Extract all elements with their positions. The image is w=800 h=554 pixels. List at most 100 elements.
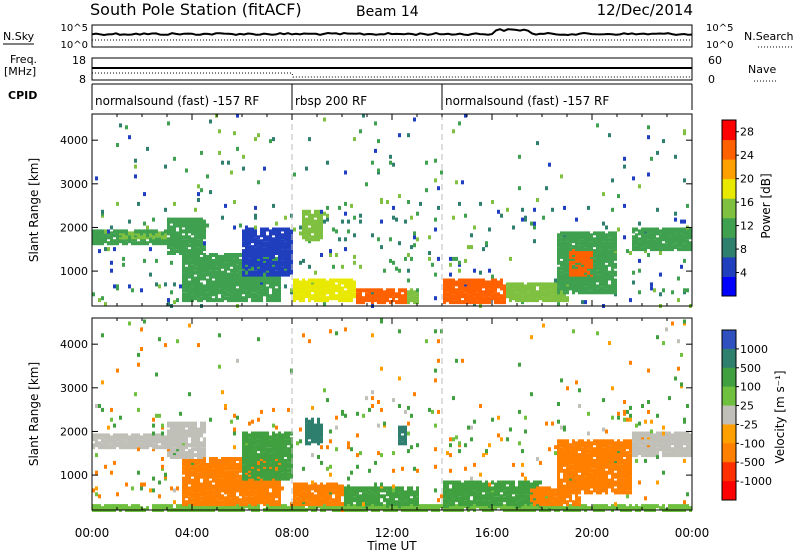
heatmap-cell [248,421,251,426]
heatmap-cell [389,160,392,165]
heatmap-cell [488,288,491,293]
heatmap-cell [689,227,692,232]
heatmap-cell [224,457,227,461]
heatmap-cell [254,494,257,499]
heatmap-cell [407,133,410,138]
heatmap-cell [533,221,536,226]
heatmap-cell [167,121,170,126]
heatmap-cell [605,225,608,230]
heatmap-cell [461,300,464,305]
heatmap-cell [299,498,302,503]
heatmap-cell [176,339,179,344]
heatmap-cell [173,488,176,493]
heatmap-cell [107,241,110,246]
heatmap-cell [173,421,176,426]
heatmap-cell [113,439,116,444]
heatmap-cell [326,488,329,493]
heatmap-cell [173,282,176,287]
freq-left-tick-top: 18 [72,54,86,67]
heatmap-cell [395,217,398,222]
heatmap-cell [557,233,560,238]
heatmap-cell [533,225,536,230]
heatmap-cell [617,194,620,199]
heatmap-cell [152,488,155,493]
heatmap-cell [167,298,170,303]
heatmap-cell [131,288,134,293]
heatmap-cell [218,458,221,463]
heatmap-cell [455,256,458,261]
heatmap-cell [536,298,539,303]
heatmap-cell [185,168,188,173]
heatmap-cell [341,492,344,497]
heatmap-cell [230,170,233,175]
heatmap-cell [611,284,614,289]
heatmap-cell [227,488,230,493]
heatmap-cell [95,433,98,438]
heatmap-cell [431,262,434,267]
heatmap-cell [182,488,185,493]
heatmap-cell [359,494,362,499]
heatmap-cell [383,421,386,426]
heatmap-cell [626,249,629,254]
heatmap-cell [188,235,191,240]
heatmap-cell [191,492,194,497]
heatmap-cell [371,390,374,395]
heatmap-cell [245,482,248,487]
heatmap-cell [320,209,323,214]
heatmap-cell [314,209,317,214]
nsky-panel: N.Sky 10^5 10^0 10^5 10^0 N.Search [3,23,794,51]
heatmap-cell [272,488,275,493]
heatmap-cell [272,431,275,436]
heatmap-cell [608,241,611,246]
heatmap-cell [581,231,584,236]
heatmap-cell [395,300,398,305]
heatmap-cell [356,453,359,458]
heatmap-cell [233,131,236,136]
heatmap-cell [638,258,641,263]
heatmap-cell [191,229,194,234]
heatmap-cell [185,451,188,456]
heatmap-cell [122,262,125,267]
heatmap-cell [590,233,593,238]
heatmap-cell [221,160,224,165]
heatmap-cell [269,253,272,257]
heatmap-cell [386,498,389,503]
heatmap-cell [110,268,113,273]
heatmap-cell [257,180,260,185]
freq-right-tick-top: 60 [708,54,722,67]
heatmap-cell [269,484,272,489]
heatmap-cell [632,239,635,244]
heatmap-cell [563,251,566,255]
heatmap-cell [110,225,113,230]
heatmap-cell [140,347,143,351]
heatmap-cell [293,227,296,232]
heatmap-cell [656,227,659,232]
heatmap-cell [344,282,347,287]
heatmap-cell [269,262,272,267]
heatmap-cell [218,254,221,259]
heatmap-cell [284,254,287,259]
heatmap-cell [104,433,107,438]
heatmap-cell [164,435,167,440]
heatmap-cell [152,431,155,436]
nsky-label: N.Sky [3,30,35,43]
heatmap-cell [365,292,368,297]
heatmap-cell [449,256,452,261]
heatmap-cell [257,278,260,283]
heatmap-cell [329,249,332,254]
heatmap-cell [353,233,356,238]
heatmap-cell [182,251,185,255]
heatmap-cell [233,460,236,465]
heatmap-cell [548,162,551,167]
heatmap-cell [308,209,311,214]
heatmap-cell [326,445,329,450]
heatmap-cell [203,421,206,426]
heatmap-cell [380,288,383,293]
heatmap-cell [359,486,362,491]
heatmap-cell [101,380,104,385]
heatmap-cell [320,506,323,511]
heatmap-cell [116,229,119,234]
heatmap-cell [536,198,539,202]
heatmap-cell [224,290,227,295]
heatmap-cell [179,504,182,509]
